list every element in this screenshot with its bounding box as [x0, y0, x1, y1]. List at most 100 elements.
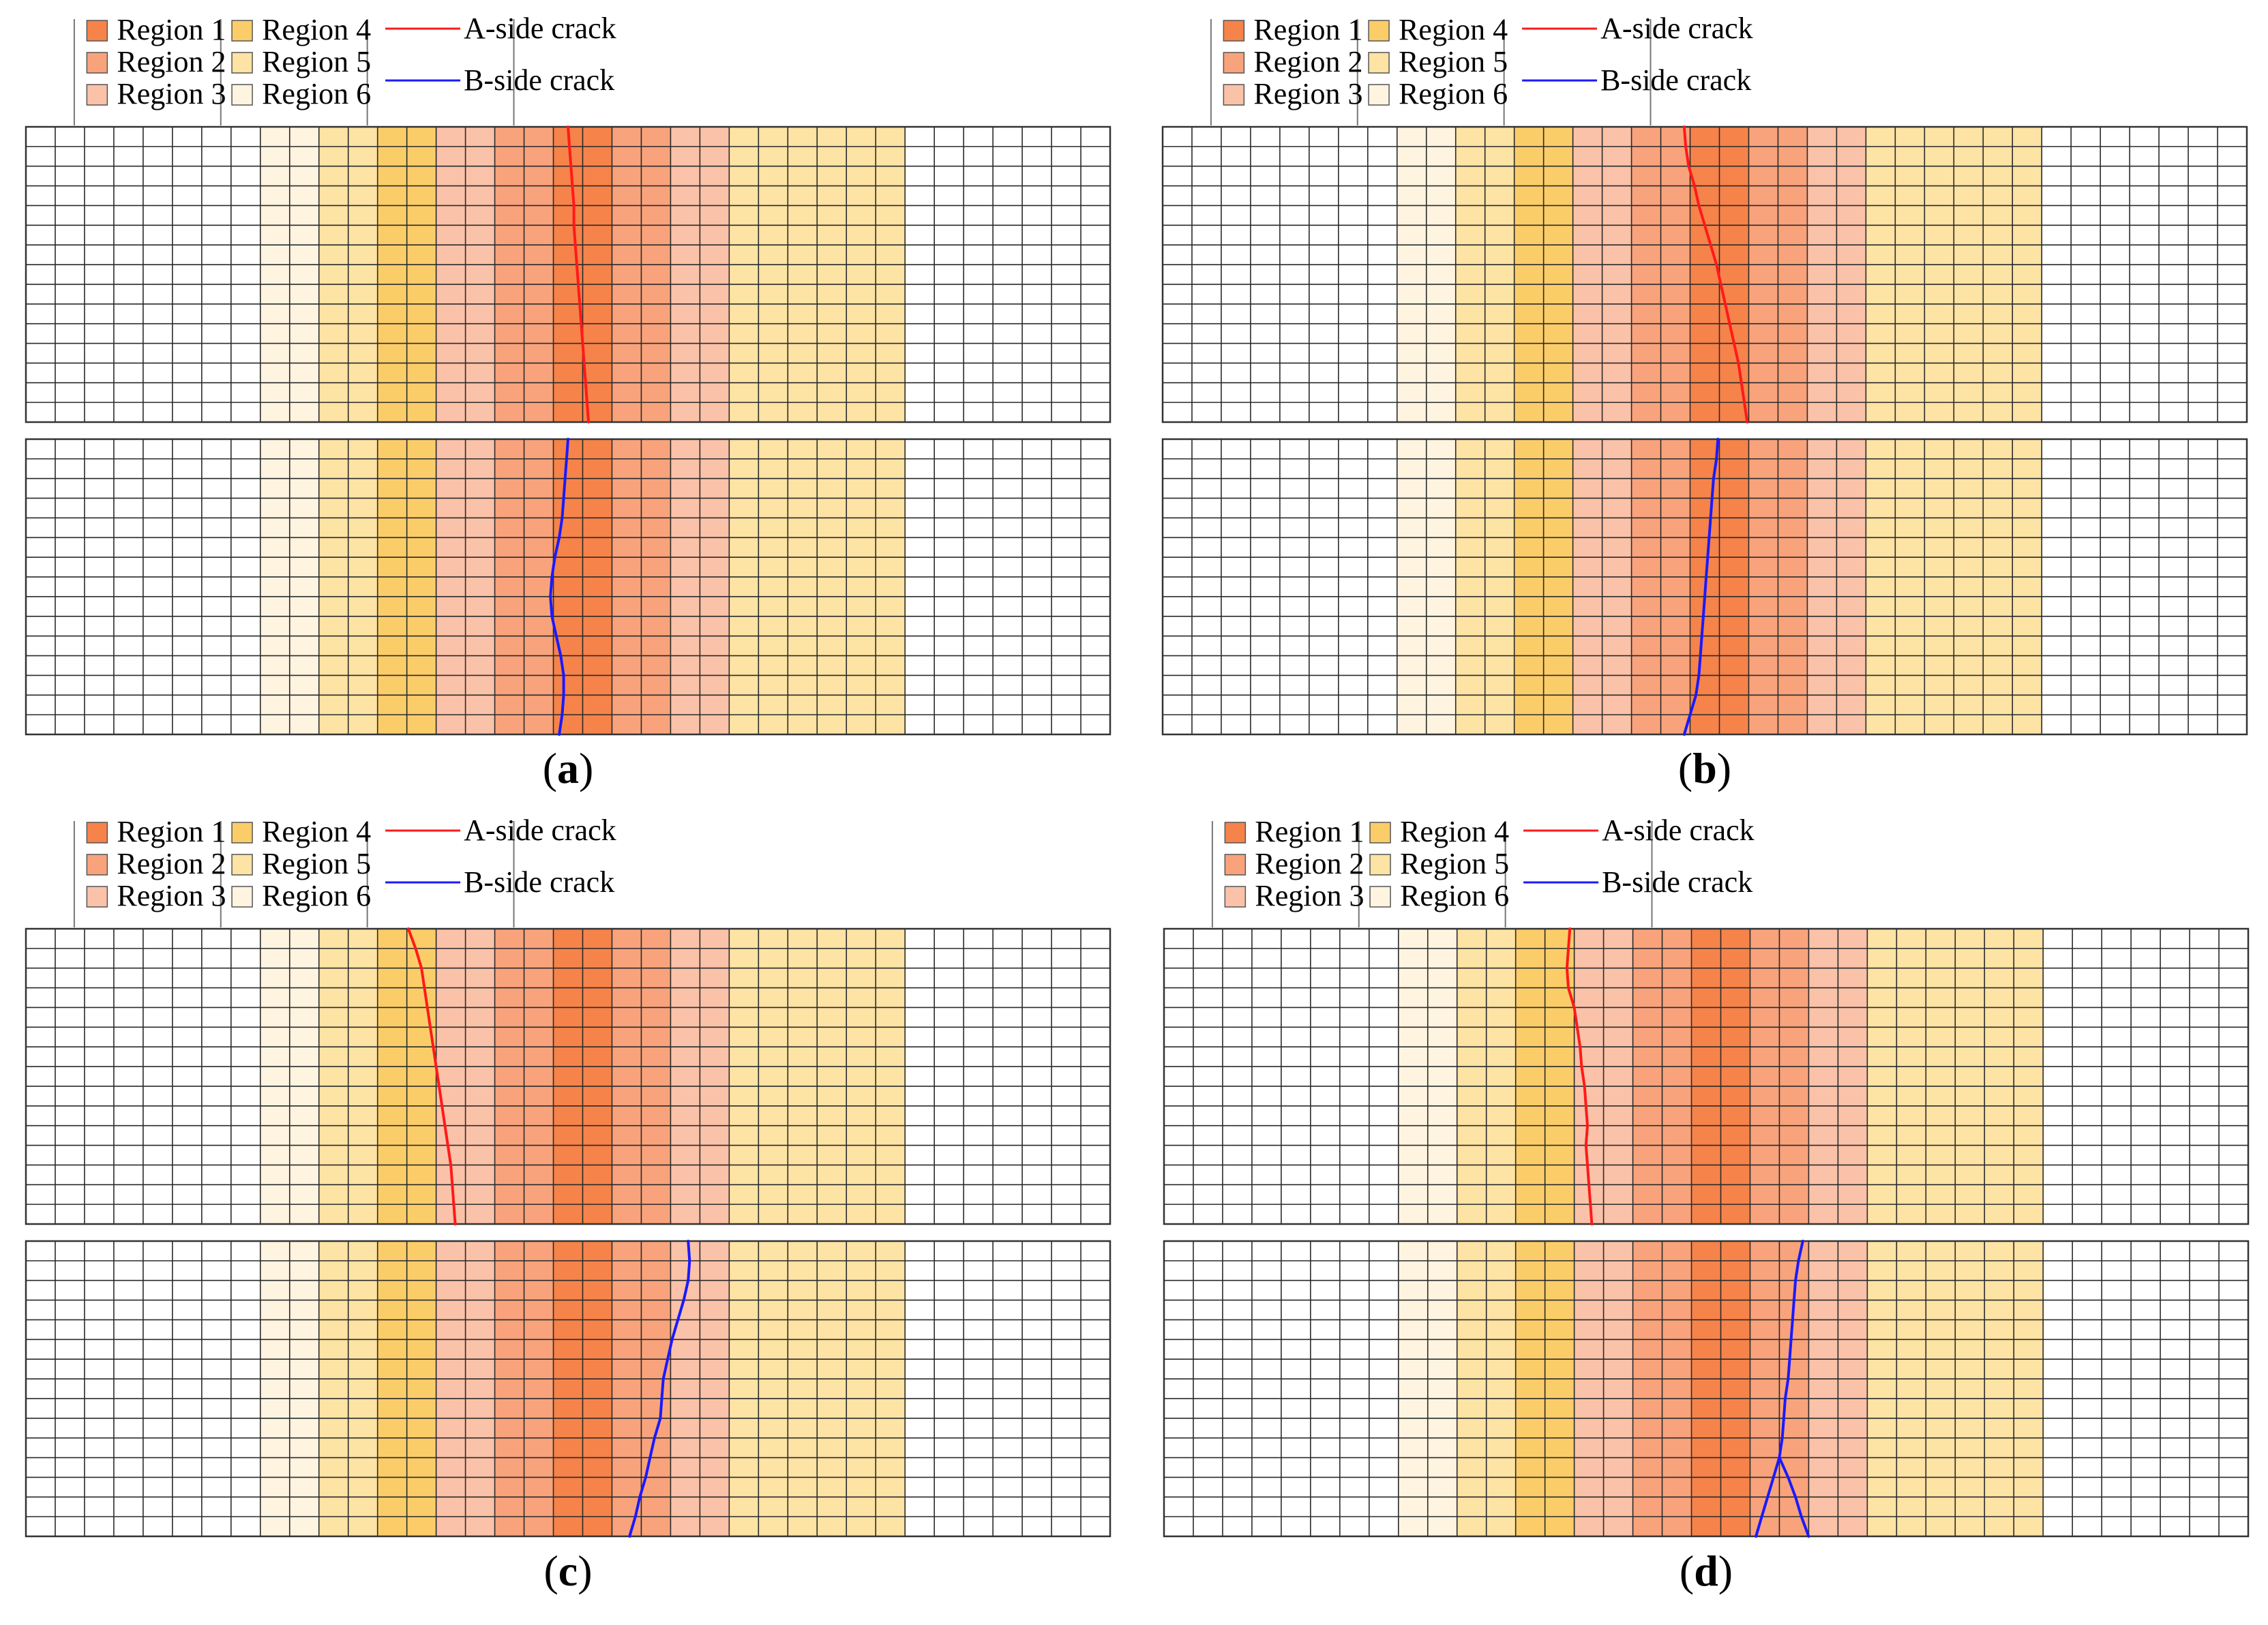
region-3-column: [670, 1241, 700, 1536]
region-6-column: [260, 127, 290, 422]
region-5-label: Region 5: [262, 45, 371, 78]
region-5-column: [1955, 1241, 1985, 1536]
a-side-crack-legend-label: A-side crack: [1602, 814, 1755, 847]
region-6-column: [260, 439, 290, 734]
region-5-column: [1486, 929, 1517, 1224]
region-6-column: [1397, 127, 1427, 422]
region-6-column: [1427, 929, 1458, 1224]
b-side-crack-path: [628, 1240, 691, 1538]
region-5-column: [1954, 127, 1984, 422]
region-2-column: [641, 1241, 671, 1536]
region-5-column: [876, 1241, 906, 1536]
region-6-swatch: [231, 84, 253, 106]
region-5-column: [348, 127, 378, 422]
region-4-column: [1515, 929, 1546, 1224]
region-3-column: [465, 127, 496, 422]
region-5-label: Region 5: [1399, 45, 1508, 78]
region-6-column: [289, 929, 320, 1224]
region-2-column: [1632, 929, 1663, 1224]
region-6-column: [260, 929, 290, 1224]
region-1-column: [1720, 929, 1750, 1224]
region-6-column: [1426, 439, 1457, 734]
region-2-swatch: [1224, 854, 1247, 876]
region-6-column: [260, 1241, 290, 1536]
region-5-column: [1484, 127, 1515, 422]
region-2-column: [1660, 127, 1691, 422]
region-1-column: [1719, 439, 1749, 734]
region-2-column: [612, 127, 642, 422]
region-3-label: Region 3: [117, 77, 226, 110]
region-5-column: [318, 439, 349, 734]
region-5-column: [1896, 1241, 1926, 1536]
region-3-column: [465, 929, 496, 1224]
region-1-column: [553, 929, 583, 1224]
region-4-label: Region 4: [1400, 815, 1509, 848]
region-6-label: Region 6: [1399, 77, 1508, 110]
region-3-column: [1602, 439, 1632, 734]
region-4-column: [1543, 439, 1574, 734]
region-5-column: [348, 439, 378, 734]
region-5-label: Region 5: [1400, 847, 1509, 880]
b-side-grid: [1163, 1240, 2250, 1538]
region-6-swatch: [1368, 84, 1390, 106]
region-6-column: [1398, 929, 1429, 1224]
region-3-column: [670, 929, 700, 1224]
b-side-crack-path: [1755, 1240, 1804, 1538]
region-5-column: [729, 439, 759, 734]
region-3-column: [1603, 929, 1634, 1224]
region-5-column: [876, 439, 906, 734]
b-side-crack-path: [1682, 438, 1720, 736]
region-3-column: [1838, 1241, 1868, 1536]
region-1-swatch: [86, 20, 108, 42]
region-5-column: [2012, 439, 2042, 734]
b-side-crack-legend-label: B-side crack: [1602, 865, 1752, 899]
region-1-column: [1690, 127, 1720, 422]
region-5-column: [729, 127, 759, 422]
a-side-grid: [1163, 927, 2250, 1225]
region-2-label: Region 2: [117, 45, 226, 78]
caption-letter: c: [558, 1547, 578, 1595]
region-4-column: [1514, 439, 1545, 734]
region-6-label: Region 6: [1400, 879, 1509, 912]
region-2-column: [1750, 929, 1780, 1224]
b-side-grid: [25, 1240, 1111, 1538]
caption-letter: a: [557, 744, 579, 792]
region-4-column: [1543, 127, 1574, 422]
region-4-column: [377, 1241, 408, 1536]
region-5-column: [1455, 439, 1486, 734]
region-6-label: Region 6: [262, 879, 371, 912]
region-5-column: [1926, 929, 1956, 1224]
region-1-column: [553, 1241, 583, 1536]
region-5-column: [1457, 1241, 1487, 1536]
b-side-crack-legend-label: B-side crack: [464, 63, 614, 97]
region-5-column: [846, 439, 876, 734]
region-1-column: [553, 439, 583, 734]
region-3-column: [700, 127, 730, 422]
region-4-column: [406, 127, 437, 422]
region-4-swatch: [1369, 822, 1391, 844]
region-4-column: [1545, 1241, 1575, 1536]
region-1-swatch: [1224, 822, 1247, 844]
region-1-swatch: [1223, 20, 1245, 42]
region-1-column: [582, 127, 612, 422]
caption-letter: d: [1694, 1547, 1718, 1595]
region-1-column: [582, 1241, 612, 1536]
region-3-column: [700, 929, 730, 1224]
region-5-column: [1895, 127, 1925, 422]
region-3-swatch: [1223, 84, 1245, 106]
region-2-column: [1750, 1241, 1780, 1536]
a-side-crack-path: [1682, 125, 1749, 423]
region-2-column: [1662, 929, 1692, 1224]
region-3-column: [700, 1241, 730, 1536]
region-1-column: [1719, 127, 1749, 422]
region-5-column: [788, 929, 818, 1224]
region-2-column: [1748, 439, 1778, 734]
region-2-label: Region 2: [1255, 847, 1364, 880]
region-4-column: [377, 439, 408, 734]
caption-close-paren: ): [579, 744, 593, 792]
region-4-column: [1545, 929, 1575, 1224]
